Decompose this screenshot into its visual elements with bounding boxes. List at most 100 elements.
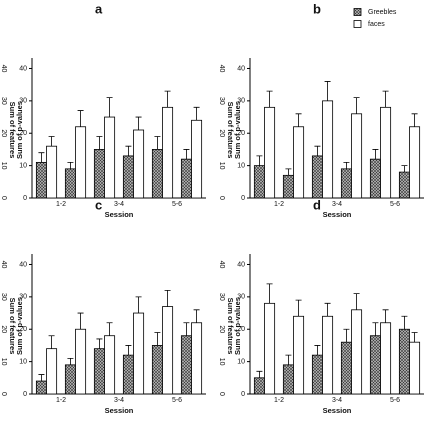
y2-tick-label: 0 bbox=[0, 196, 7, 200]
y-tick-label: 40 bbox=[237, 65, 245, 72]
error-bar bbox=[125, 345, 132, 356]
error-bar bbox=[285, 354, 292, 365]
error-bar bbox=[372, 322, 379, 336]
x-axis-label: Session bbox=[105, 210, 134, 219]
bar bbox=[322, 100, 334, 199]
bar bbox=[398, 171, 410, 199]
y2-tick-label: 10 bbox=[0, 162, 7, 170]
y-tick-label: 10 bbox=[19, 162, 27, 169]
bar bbox=[380, 106, 392, 199]
bar bbox=[340, 168, 352, 199]
error-bar bbox=[266, 90, 273, 108]
y2-tick-label: 20 bbox=[218, 129, 225, 137]
bar bbox=[46, 145, 58, 199]
bar bbox=[104, 116, 116, 199]
error-bar bbox=[314, 145, 321, 156]
error-bar bbox=[382, 90, 389, 108]
bar bbox=[311, 155, 323, 199]
bar bbox=[191, 119, 203, 199]
bar bbox=[75, 328, 87, 395]
y2-tick-label: 10 bbox=[218, 162, 225, 170]
y-tick-label: 30 bbox=[237, 98, 245, 105]
bar bbox=[64, 364, 76, 395]
panel-label: a bbox=[95, 1, 103, 16]
legend-label: Greebles bbox=[368, 9, 397, 16]
error-bar bbox=[372, 149, 379, 160]
x-tick-label: 3-4 bbox=[114, 397, 124, 404]
error-bar bbox=[48, 335, 55, 349]
y2-tick-label: 40 bbox=[0, 261, 7, 269]
y2-tick-label: 40 bbox=[218, 261, 225, 269]
error-bar bbox=[135, 296, 142, 314]
x-tick-label: 3-4 bbox=[332, 397, 342, 404]
y2-tick-label: 40 bbox=[218, 65, 225, 73]
y-tick-label: 20 bbox=[237, 326, 245, 333]
error-bar bbox=[353, 293, 360, 310]
bar bbox=[253, 377, 265, 395]
y2-tick-label: 20 bbox=[0, 325, 7, 333]
x-tick-label: 5-6 bbox=[172, 397, 182, 404]
y2-tick-label: 30 bbox=[0, 293, 7, 301]
y2-tick-label: 0 bbox=[218, 392, 225, 396]
y-tick-label: 0 bbox=[23, 195, 27, 202]
bar bbox=[93, 149, 105, 199]
y-tick-label: 0 bbox=[241, 195, 245, 202]
y-tick-label: 20 bbox=[237, 130, 245, 137]
error-bar bbox=[154, 136, 161, 150]
y-axis-label: Sum of p-values bbox=[15, 297, 24, 355]
error-bar bbox=[285, 168, 292, 176]
bar bbox=[264, 106, 276, 199]
error-bar bbox=[48, 136, 55, 147]
error-bar bbox=[193, 309, 200, 323]
error-bar bbox=[411, 332, 418, 343]
bar bbox=[151, 149, 163, 199]
error-bar bbox=[67, 161, 74, 169]
y-axis-label: Sum of p-values bbox=[233, 297, 242, 355]
y-tick-label: 40 bbox=[19, 65, 27, 72]
x-tick-label: 1-2 bbox=[274, 397, 284, 404]
error-bar bbox=[77, 110, 84, 127]
y-axis-label: Sum of p-values bbox=[15, 101, 24, 159]
error-bar bbox=[343, 161, 350, 169]
y2-tick-label: 30 bbox=[218, 97, 225, 105]
legend-swatch bbox=[353, 20, 362, 28]
x-tick-label: 3-4 bbox=[332, 201, 342, 208]
y2-axis-label: Sum of features bbox=[8, 298, 17, 355]
y-tick-label: 10 bbox=[237, 162, 245, 169]
bar bbox=[133, 312, 145, 395]
x-tick-label: 3-4 bbox=[114, 201, 124, 208]
error-bar bbox=[154, 332, 161, 346]
error-bar bbox=[38, 152, 45, 163]
y-tick-label: 10 bbox=[19, 358, 27, 365]
y2-tick-label: 20 bbox=[0, 129, 7, 137]
bar bbox=[180, 335, 192, 395]
error-bar bbox=[324, 81, 331, 101]
bar bbox=[282, 364, 294, 395]
bar bbox=[380, 322, 392, 395]
error-bar bbox=[183, 149, 190, 160]
y-axis-label: Sum of p-values bbox=[233, 101, 242, 159]
bar bbox=[64, 168, 76, 199]
panel-label: c bbox=[95, 197, 102, 212]
bar bbox=[35, 380, 47, 395]
legend-swatch bbox=[353, 8, 362, 16]
error-bar bbox=[295, 113, 302, 127]
error-bar bbox=[401, 165, 408, 173]
y2-axis-label: Sum of features bbox=[226, 102, 235, 159]
bar bbox=[351, 113, 363, 199]
bar bbox=[253, 165, 265, 199]
y-tick-label: 30 bbox=[19, 294, 27, 301]
y2-tick-label: 10 bbox=[218, 358, 225, 366]
bar bbox=[191, 322, 203, 395]
y-tick-label: 10 bbox=[237, 358, 245, 365]
y2-axis-label: Sum of features bbox=[8, 102, 17, 159]
bar bbox=[122, 155, 134, 199]
error-bar bbox=[106, 97, 113, 118]
bar bbox=[93, 348, 105, 395]
y2-axis-label: Sum of features bbox=[226, 298, 235, 355]
bar bbox=[35, 161, 47, 199]
bar bbox=[151, 345, 163, 395]
bar bbox=[322, 315, 334, 395]
